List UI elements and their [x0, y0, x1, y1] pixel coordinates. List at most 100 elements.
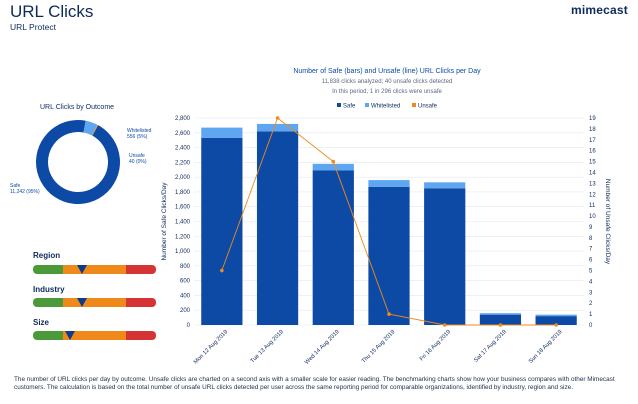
- y2-tick-label: 12: [589, 192, 596, 198]
- bar-safe: [535, 316, 577, 325]
- y2-tick-label: 9: [589, 225, 593, 231]
- benchmark-segment-poor: [126, 265, 156, 274]
- footer-description: The number of URL clicks per day by outc…: [14, 376, 615, 391]
- donut-label-safe-name: Safe: [10, 183, 21, 189]
- y-tick-label: 1,200: [175, 234, 191, 240]
- y2-tick-label: 0: [589, 323, 593, 329]
- y-tick-label: 2,200: [175, 160, 191, 166]
- y2-tick-label: 7: [589, 247, 593, 253]
- y2-tick-label: 3: [589, 290, 593, 296]
- donut-slice-safe: [35, 119, 120, 204]
- x-tick-label: Wed 14 Aug 2019: [304, 329, 341, 366]
- legend-label-safe: Safe: [343, 104, 356, 110]
- y-tick-label: 0: [187, 323, 191, 329]
- donut-label-safe-value: 11,242 (95%): [10, 189, 40, 196]
- benchmark-label-size: Size: [33, 318, 50, 327]
- donut-title: URL Clicks by Outcome: [40, 104, 115, 111]
- benchmark-segment-average: [63, 298, 126, 307]
- donut-label-whitelisted-value: 556 (5%): [127, 134, 148, 141]
- point-unsafe: [498, 323, 503, 327]
- bar-whitelisted: [368, 180, 410, 187]
- benchmark-bar-region: [33, 265, 156, 274]
- bar-safe: [256, 131, 299, 325]
- mimecast-logo: mimecast: [571, 3, 628, 17]
- y2-tick-label: 1: [589, 312, 593, 318]
- y2-axis-title: Number of Unsafe Clicks/Day: [604, 179, 611, 265]
- y-tick-label: 2,000: [175, 175, 191, 181]
- y-tick-label: 2,400: [175, 146, 191, 152]
- y2-tick-label: 11: [589, 203, 596, 209]
- x-tick-label: Sun 18 Aug 2019: [528, 329, 564, 365]
- page-title: URL Clicks: [10, 2, 94, 21]
- benchmark-segment-poor: [126, 298, 156, 307]
- donut-slice-whitelisted: [83, 120, 98, 136]
- legend-swatch-unsafe: [412, 103, 416, 107]
- point-unsafe: [442, 323, 447, 327]
- bar-safe: [312, 170, 354, 325]
- y2-tick-label: 6: [589, 258, 593, 264]
- bar-safe: [368, 186, 410, 325]
- y-tick-label: 1,400: [175, 220, 191, 226]
- y2-tick-label: 18: [589, 127, 596, 133]
- benchmark-marker-size: [64, 331, 75, 340]
- benchmark-bar-industry: [33, 298, 156, 307]
- point-unsafe: [331, 159, 336, 164]
- y-tick-label: 1,800: [175, 190, 191, 196]
- donut-slice-unsafe: [91, 124, 99, 136]
- y2-tick-label: 17: [589, 138, 596, 144]
- benchmark-segment-poor: [126, 331, 156, 340]
- benchmark-label-industry: Industry: [33, 285, 65, 294]
- y-tick-label: 1,600: [175, 205, 191, 211]
- x-tick-label: Fri 16 Aug 2019: [419, 329, 452, 362]
- y2-tick-label: 19: [589, 116, 596, 122]
- bar-whitelisted: [535, 314, 577, 317]
- y2-tick-label: 15: [589, 160, 596, 166]
- legend-label-whitelisted: Whitelisted: [371, 104, 400, 110]
- benchmark-label-region: Region: [33, 251, 61, 260]
- donut-svg: [35, 119, 120, 204]
- y2-tick-label: 5: [589, 269, 593, 275]
- donut-label-whitelisted-name: Whitelisted: [127, 128, 152, 134]
- y-tick-label: 400: [180, 293, 191, 299]
- y-tick-label: 200: [180, 308, 191, 314]
- y2-tick-label: 14: [589, 170, 596, 176]
- y2-tick-label: 4: [589, 279, 593, 285]
- point-unsafe: [220, 268, 224, 273]
- bar-whitelisted: [256, 123, 299, 132]
- x-tick-label: Mon 12 Aug 2019: [193, 329, 229, 365]
- y2-tick-label: 2: [589, 301, 593, 307]
- y-tick-label: 2,600: [175, 131, 191, 137]
- donut-label-unsafe-name: Unsafe: [129, 153, 145, 159]
- legend-label-unsafe: Unsafe: [418, 104, 438, 110]
- legend-swatch-whitelisted: [365, 103, 369, 107]
- benchmark-segment-good: [33, 265, 63, 274]
- bar-whitelisted: [479, 313, 522, 315]
- x-tick-label: Sat 17 Aug 2019: [473, 329, 508, 364]
- bar-whitelisted: [312, 163, 354, 171]
- chart-subtitle-analyzed: 11,838 clicks analyzed; 40 unsafe clicks…: [321, 79, 453, 85]
- benchmark-segment-good: [33, 298, 63, 307]
- x-tick-label: Tue 13 Aug 2019: [250, 329, 285, 364]
- y2-tick-label: 8: [589, 236, 593, 242]
- outcome-donut-chart: Whitelisted 556 (5%) Unsafe 40 (0%) Safe…: [0, 114, 170, 224]
- y-tick-label: 600: [180, 279, 191, 285]
- benchmark-marker-region: [77, 265, 88, 274]
- bar-safe: [201, 137, 243, 325]
- x-tick-label: Thu 15 Aug 2019: [361, 329, 396, 364]
- benchmark-segment-average: [63, 331, 126, 340]
- y-axis-title: Number of Safe Clicks/Day: [161, 182, 168, 261]
- clicks-per-day-chart: Safe Whitelisted Unsafe 0 200 400 600 800 1,000 1…: [161, 103, 611, 366]
- page-subtitle: URL Protect: [10, 22, 56, 32]
- donut-label-unsafe: Unsafe 40 (0%): [129, 153, 147, 166]
- point-unsafe: [275, 116, 280, 120]
- benchmark-segment-good: [33, 331, 63, 340]
- chart-subtitle-ratio: In this period, 1 in 296 clicks were uns…: [332, 89, 442, 95]
- y-tick-label: 2,800: [175, 116, 191, 122]
- y-tick-label: 1,000: [175, 249, 191, 255]
- donut-label-unsafe-value: 40 (0%): [129, 159, 147, 166]
- donut-label-safe: Safe 11,242 (95%): [10, 183, 40, 196]
- bar-safe: [479, 314, 522, 325]
- point-unsafe: [387, 312, 391, 316]
- bar-whitelisted: [424, 182, 466, 189]
- benchmark-bar-size: [33, 331, 156, 340]
